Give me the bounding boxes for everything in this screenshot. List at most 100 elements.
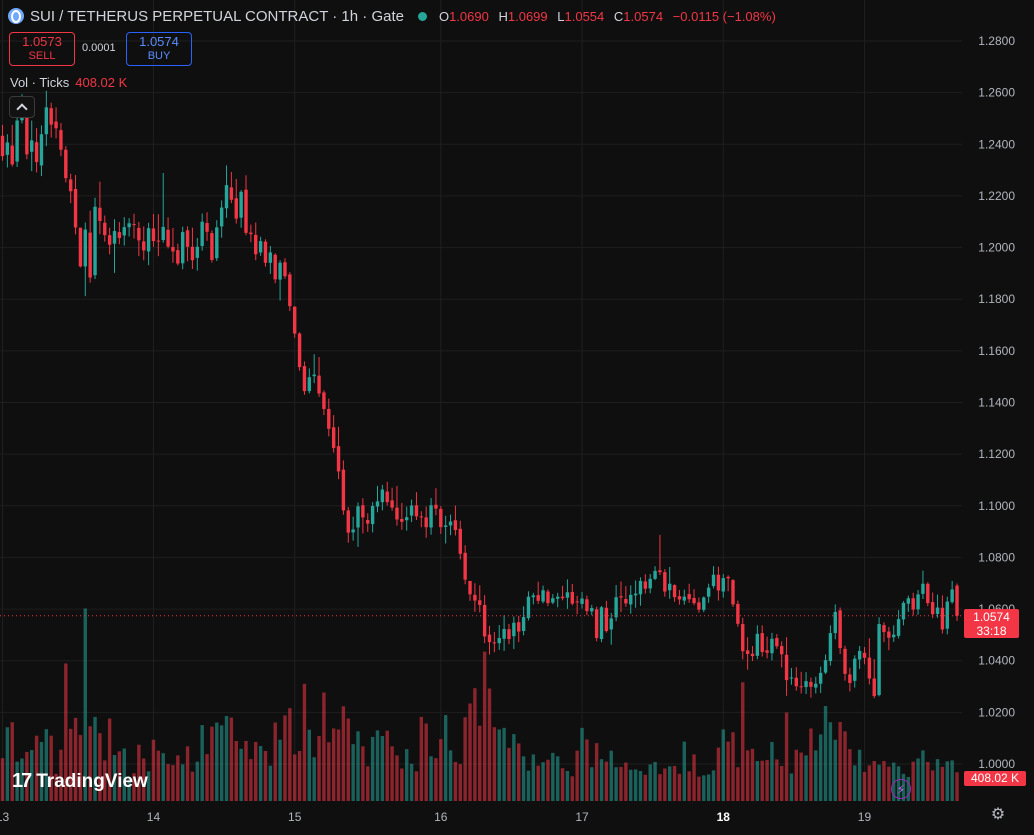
volume-bar: [551, 752, 555, 801]
candle-body: [249, 232, 253, 235]
volume-bar: [336, 729, 341, 801]
candle-body: [809, 681, 813, 687]
candle-body: [930, 602, 935, 615]
buy-label: BUY: [147, 50, 171, 62]
x-tick-label: 14: [147, 810, 161, 824]
volume-bar: [15, 761, 19, 801]
sell-button[interactable]: 1.0573 SELL: [9, 32, 75, 66]
volume-bar: [263, 751, 268, 801]
volume-bar: [487, 688, 492, 801]
volume-bar: [224, 716, 229, 801]
candle-body: [434, 504, 438, 509]
candle-body: [575, 601, 579, 603]
volume-bar: [142, 758, 146, 801]
volume-bar: [200, 725, 204, 801]
sell-price: 1.0573: [22, 34, 62, 49]
candle-body: [351, 529, 355, 533]
candle-body: [210, 233, 214, 260]
candle-body: [473, 594, 477, 601]
volume-bar: [88, 726, 92, 801]
volume-bar: [254, 741, 258, 801]
y-tick-label: 1.1000: [978, 499, 1015, 513]
volume-bar: [473, 688, 477, 801]
volume-bar: [434, 758, 438, 801]
candle-body: [745, 650, 750, 655]
gear-icon[interactable]: ⚙: [990, 806, 1006, 823]
candle-body: [492, 642, 497, 644]
candle-body: [604, 607, 609, 632]
candle-body: [180, 232, 185, 264]
low-value: 1.0554: [564, 8, 605, 24]
volume-bar: [239, 748, 243, 801]
volume-bar: [872, 761, 876, 801]
candle-body: [648, 578, 652, 589]
volume-bar: [361, 746, 365, 801]
candle-body: [331, 427, 336, 448]
candle-body: [190, 246, 195, 261]
chart-header: SUI / TETHERUS PERPETUAL CONTRACT · 1h ·…: [8, 6, 782, 26]
candle-body: [409, 505, 414, 516]
volume-bar: [546, 759, 550, 801]
lightning-icon[interactable]: ⚡: [891, 779, 911, 799]
candle-body: [755, 633, 760, 656]
collapse-legend-button[interactable]: [9, 96, 35, 118]
volume-bar: [726, 741, 730, 801]
volume-bar: [828, 722, 833, 801]
tradingview-logo[interactable]: 17 TradingView: [12, 770, 148, 793]
candle-body: [614, 597, 618, 618]
candle-body: [794, 677, 799, 687]
candle-body: [760, 633, 764, 652]
volume-legend-value: 408.02 K: [75, 75, 128, 90]
candle-body: [229, 187, 234, 200]
volume-bar: [930, 770, 935, 801]
candle-body: [390, 500, 394, 508]
volume-bar: [278, 739, 282, 801]
candle-body: [823, 660, 828, 673]
volume-bar: [882, 761, 886, 801]
candle-body: [117, 232, 122, 239]
candle-body: [551, 598, 555, 603]
candle-body: [302, 366, 307, 392]
candle-body: [293, 306, 297, 334]
volume-bar: [375, 730, 380, 801]
volume-bar: [103, 760, 107, 801]
volume-bar: [770, 741, 774, 801]
symbol-title[interactable]: SUI / TETHERUS PERPETUAL CONTRACT · 1h ·…: [30, 7, 404, 25]
volume-bar: [107, 718, 112, 801]
candle-body: [137, 227, 141, 241]
volume-bar: [258, 746, 263, 801]
volume-bar: [171, 765, 175, 801]
x-tick-label: 19: [858, 810, 872, 824]
volume-bar: [531, 754, 536, 801]
volume-bar: [98, 733, 102, 801]
candle-body: [814, 683, 818, 688]
volume-bar: [185, 746, 190, 801]
volume-bar: [405, 749, 409, 801]
candle-body: [877, 624, 881, 696]
candle-body: [49, 108, 53, 125]
candle-body: [882, 625, 886, 633]
candle-body: [502, 628, 506, 639]
close-label: C: [613, 8, 624, 24]
candle-body: [448, 521, 453, 526]
volume-bar: [190, 771, 195, 801]
volume-bar: [911, 761, 915, 801]
volume-legend[interactable]: Vol · Ticks 408.02 K: [10, 75, 127, 90]
volume-bar: [268, 765, 273, 801]
buy-button[interactable]: 1.0574 BUY: [126, 32, 192, 66]
candle-body: [429, 505, 433, 528]
volume-bar: [439, 739, 443, 801]
candle-body: [346, 510, 350, 533]
candle-body: [609, 618, 613, 630]
volume-bar: [249, 759, 253, 801]
candle-body: [239, 191, 243, 218]
candle-body: [419, 516, 424, 518]
volume-bar: [887, 766, 891, 801]
volume-bar: [39, 741, 44, 801]
candle-body: [414, 505, 419, 517]
volume-bar: [526, 770, 531, 801]
volume-bar: [833, 739, 837, 801]
candle-body: [278, 262, 282, 280]
